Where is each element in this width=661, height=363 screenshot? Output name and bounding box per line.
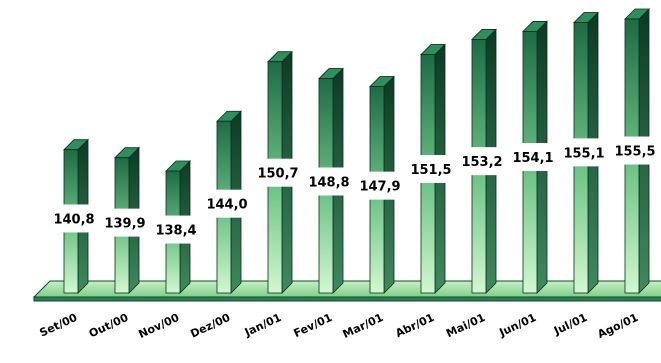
x-tick-label: Mai/01 — [444, 311, 487, 340]
data-label: 147,9 — [359, 180, 400, 195]
x-tick-label: Fev/01 — [292, 311, 335, 340]
data-label: 144,0 — [206, 198, 247, 213]
data-label: 154,1 — [512, 151, 553, 166]
x-tick-label: Jul/01 — [551, 311, 589, 338]
x-tick-label: Dez/00 — [188, 311, 232, 341]
floor-front — [33, 296, 661, 302]
data-label-box — [153, 215, 199, 244]
data-label: 151,5 — [410, 163, 451, 178]
data-label-box — [51, 204, 97, 233]
data-label-box — [357, 171, 403, 200]
data-label: 148,8 — [308, 175, 349, 190]
data-label: 139,9 — [104, 217, 145, 232]
bar — [573, 11, 599, 294]
x-tick-label: Mar/01 — [341, 311, 386, 341]
chart-floor — [32, 280, 661, 302]
data-label-box — [510, 142, 556, 171]
data-label-box — [204, 189, 250, 218]
data-label-box — [102, 208, 148, 237]
x-tick-label: Set/00 — [38, 311, 80, 340]
data-label-box — [612, 136, 658, 165]
data-label: 138,4 — [155, 224, 196, 239]
data-label: 150,7 — [257, 167, 298, 182]
data-label-box — [306, 167, 352, 196]
data-label-box — [255, 158, 301, 187]
data-label: 155,1 — [563, 146, 604, 161]
x-tick-label: Ago/01 — [596, 311, 641, 341]
data-label-box — [459, 147, 505, 176]
data-label-box — [561, 138, 607, 167]
data-label: 155,5 — [614, 145, 655, 160]
data-label: 153,2 — [461, 155, 502, 170]
x-tick-label: Nov/00 — [137, 311, 182, 341]
x-tick-label: Abr/01 — [393, 311, 436, 340]
x-tick-label: Jun/01 — [496, 311, 538, 340]
data-label: 140,8 — [53, 212, 94, 227]
x-tick-label: Jan/01 — [242, 311, 283, 340]
x-axis-ticks: Set/00 Out/00 Nov/00 Dez/00 Jan/01 Fev/01 Mar/… — [38, 311, 641, 341]
data-label-box — [408, 155, 454, 184]
value-labels-group: 140,8 139,9 138,4 144,0 150,7 148,8 147,9 151,5… — [51, 136, 658, 244]
x-tick-label: Out/00 — [87, 311, 131, 341]
